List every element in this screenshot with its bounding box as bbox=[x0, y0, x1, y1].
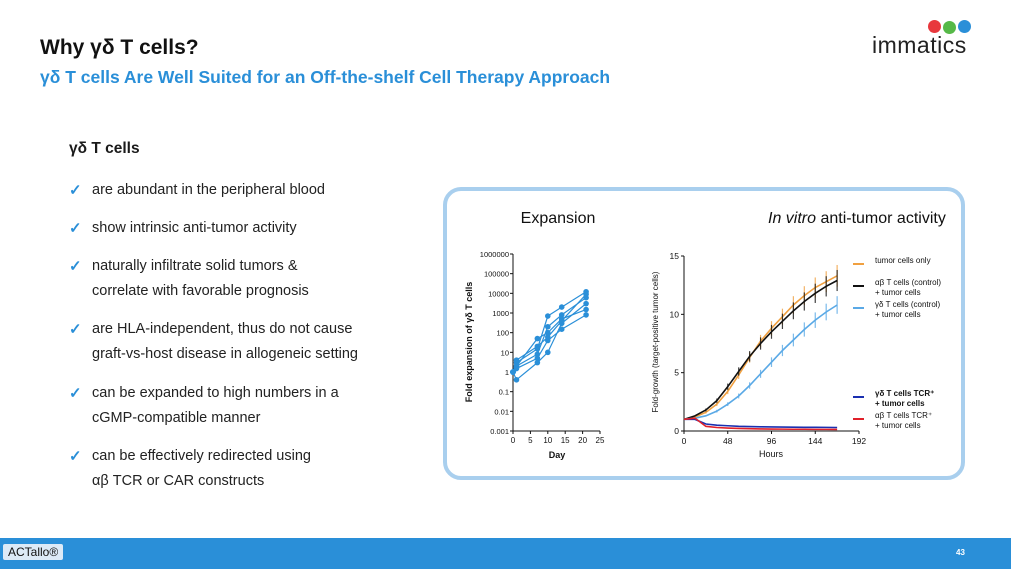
logo-dot-green bbox=[943, 21, 956, 34]
expansion-data-point bbox=[513, 357, 520, 363]
expansion-x-tick-label: 10 bbox=[543, 436, 552, 445]
expansion-y-tick-label: 0.001 bbox=[490, 427, 509, 436]
activity-chart-title: In vitro anti-tumor activity bbox=[768, 210, 946, 227]
activity-y-tick-label: 0 bbox=[674, 426, 679, 436]
legend-label: γδ T cells (control) bbox=[875, 300, 941, 309]
expansion-y-tick-label: 10000 bbox=[488, 289, 509, 298]
activity-series-line bbox=[683, 417, 838, 431]
page-number: 43 bbox=[956, 548, 965, 557]
legend-label-2: + tumor cells bbox=[875, 399, 925, 408]
expansion-y-tick-label: 100 bbox=[496, 329, 509, 338]
activity-x-tick-label: 144 bbox=[808, 436, 822, 446]
activity-title-rest: anti-tumor activity bbox=[816, 210, 946, 227]
expansion-y-tick-label: 0.1 bbox=[499, 388, 509, 397]
expansion-ylabel: Fold expansion of γδ T cells bbox=[464, 282, 474, 402]
expansion-data-point bbox=[513, 377, 520, 383]
legend-label-2: + tumor cells bbox=[875, 288, 921, 297]
expansion-data-point bbox=[583, 300, 589, 307]
expansion-data-point bbox=[583, 312, 589, 318]
footer-bar bbox=[0, 538, 1011, 569]
page-title: Why γδ T cells? bbox=[40, 36, 199, 59]
expansion-y-tick-label: 1 bbox=[505, 368, 509, 377]
expansion-data-point bbox=[545, 349, 551, 356]
activity-x-tick-label: 48 bbox=[723, 436, 733, 446]
expansion-x-tick-label: 20 bbox=[578, 436, 587, 445]
page-subtitle: γδ T cells Are Well Suited for an Off-th… bbox=[40, 67, 611, 87]
expansion-data-point bbox=[558, 318, 565, 324]
expansion-data-point bbox=[545, 313, 551, 319]
legend-label: αβ T cells TCR⁺ bbox=[875, 411, 932, 420]
expansion-data-point bbox=[534, 335, 541, 342]
expansion-x-tick-label: 5 bbox=[528, 436, 533, 445]
activity-x-tick-label: 96 bbox=[767, 436, 777, 446]
expansion-data-point bbox=[558, 326, 565, 333]
expansion-data-point bbox=[513, 365, 520, 372]
expansion-y-tick-label: 0.01 bbox=[494, 407, 509, 416]
immatics-logo: immatics bbox=[872, 18, 982, 62]
activity-series-line bbox=[684, 418, 838, 429]
expansion-chart-title: Expansion bbox=[521, 210, 596, 227]
legend-label-2: + tumor cells bbox=[875, 310, 921, 319]
check-icon: ✓ bbox=[69, 385, 82, 402]
expansion-data-point bbox=[545, 334, 551, 340]
legend-label: tumor cells only bbox=[875, 256, 931, 265]
activity-title-italic: In vitro bbox=[768, 210, 816, 227]
expansion-data-point bbox=[545, 323, 551, 330]
check-icon: ✓ bbox=[69, 448, 82, 465]
legend-label: αβ T cells (control) bbox=[875, 278, 941, 287]
activity-ylabel: Fold-growth (target-positive tumor cells… bbox=[651, 271, 660, 412]
expansion-data-point bbox=[545, 329, 551, 336]
bullet-text: can be expanded to high numbers in a bbox=[92, 385, 339, 401]
expansion-data-point bbox=[583, 306, 589, 313]
logo-dot-red bbox=[928, 20, 941, 33]
activity-x-tick-label: 0 bbox=[682, 436, 687, 446]
bullet-text: can be effectively redirected using bbox=[92, 448, 311, 464]
expansion-x-tick-label: 0 bbox=[511, 436, 516, 445]
bullet-text-2: αβ TCR or CAR constructs bbox=[92, 473, 265, 489]
expansion-xlabel: Day bbox=[549, 450, 566, 460]
expansion-data-point bbox=[558, 312, 565, 318]
expansion-y-tick-label: 1000000 bbox=[480, 250, 509, 259]
bullet-text: are HLA-independent, thus do not cause bbox=[92, 321, 353, 337]
charts-svg: Expansion In vitro anti-tumor activity D… bbox=[464, 210, 946, 460]
expansion-data-point bbox=[583, 291, 589, 298]
activity-x-tick-label: 192 bbox=[852, 436, 866, 446]
legend-label-2: + tumor cells bbox=[875, 421, 921, 430]
logo-text: immatics bbox=[872, 32, 967, 58]
expansion-x-tick-label: 25 bbox=[596, 436, 605, 445]
bullet-text: are abundant in the peripheral blood bbox=[92, 182, 325, 198]
expansion-y-tick-label: 1000 bbox=[492, 309, 509, 318]
expansion-y-tick-label: 10 bbox=[501, 348, 509, 357]
expansion-y-tick-label: 100000 bbox=[484, 270, 509, 279]
bullet-text-2: correlate with favorable prognosis bbox=[92, 283, 309, 299]
activity-y-tick-label: 5 bbox=[674, 368, 679, 378]
expansion-data-point bbox=[534, 343, 541, 350]
bullet-text: show intrinsic anti-tumor activity bbox=[92, 220, 297, 236]
check-icon: ✓ bbox=[69, 220, 82, 237]
expansion-data-point bbox=[510, 369, 516, 375]
logo-dot-blue bbox=[958, 20, 971, 33]
expansion-series-line bbox=[512, 314, 587, 373]
check-icon: ✓ bbox=[69, 321, 82, 338]
check-icon: ✓ bbox=[69, 258, 82, 275]
legend-label: γδ T cells TCR⁺ bbox=[875, 389, 934, 398]
activity-xlabel: Hours bbox=[759, 449, 784, 459]
bullet-text: naturally infiltrate solid tumors & bbox=[92, 258, 298, 274]
bullet-text-2: graft-vs-host disease in allogeneic sett… bbox=[92, 346, 358, 362]
expansion-data-point bbox=[534, 359, 541, 366]
expansion-x-tick-label: 15 bbox=[561, 436, 570, 445]
activity-y-tick-label: 15 bbox=[670, 251, 680, 261]
chart-panel bbox=[443, 187, 965, 480]
expansion-data-point bbox=[534, 355, 541, 362]
section-heading: γδ T cells bbox=[69, 140, 140, 157]
activity-y-tick-label: 10 bbox=[670, 309, 680, 319]
bullet-text-2: cGMP-compatible manner bbox=[92, 410, 261, 426]
activity-series-line bbox=[683, 304, 838, 421]
footer-tag: ACTallo® bbox=[3, 544, 64, 560]
check-icon: ✓ bbox=[69, 182, 82, 199]
expansion-data-point bbox=[558, 304, 565, 310]
activity-series-line bbox=[683, 279, 838, 421]
